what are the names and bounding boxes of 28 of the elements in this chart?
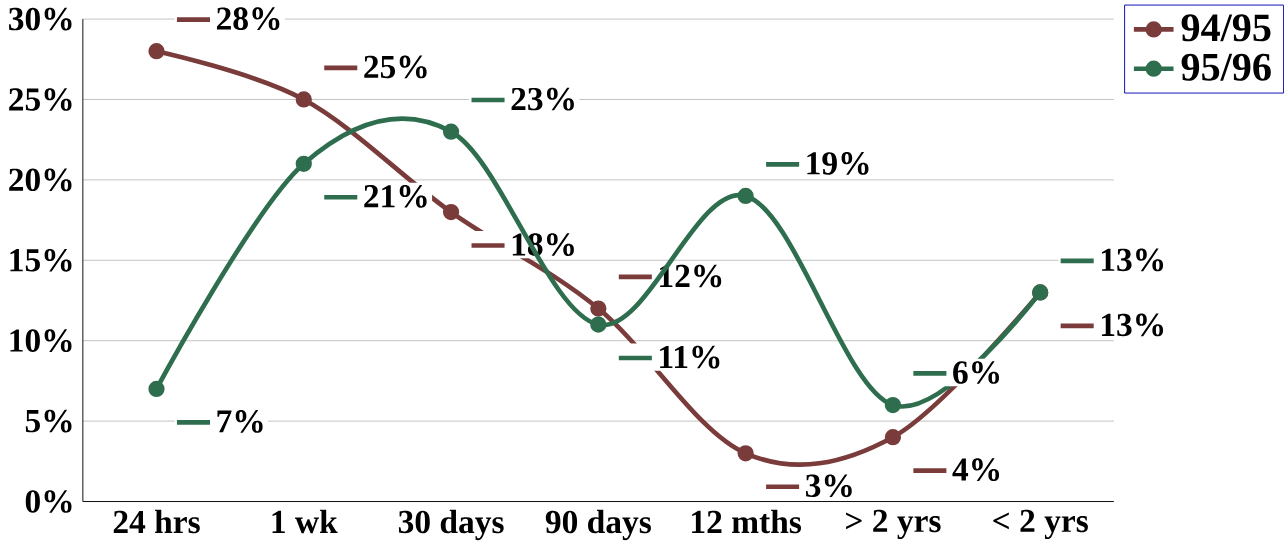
x-tick-label: 1 wk: [272, 509, 338, 534]
data-label: 28%: [217, 7, 280, 31]
y-tick-label: 25%: [9, 88, 72, 111]
data-label: 19%: [807, 152, 869, 175]
data-label: 21%: [364, 185, 427, 208]
data-label: 23%: [511, 87, 574, 111]
legend-label: 95/96: [1181, 53, 1271, 81]
x-tick-label: 24 hrs: [113, 509, 200, 534]
x-tick-label: > 2 yrs: [846, 509, 941, 540]
data-label: 6%: [953, 361, 1000, 384]
y-tick-label: 20%: [9, 168, 72, 192]
y-tick-label: 15%: [10, 248, 72, 272]
x-tick-label: 12 mths: [692, 509, 802, 534]
x-tick-label: 90 days: [545, 509, 651, 541]
data-label: 25%: [364, 55, 427, 79]
y-tick-label: 10%: [10, 329, 72, 353]
data-label: 4%: [952, 458, 1000, 482]
legend-label: 94/95: [1181, 14, 1271, 42]
x-tick-label: 30 days: [398, 509, 504, 541]
data-label: 3%: [805, 474, 852, 498]
x-tick-label: < 2 yrs: [993, 509, 1088, 540]
y-tick-label: 30%: [9, 7, 72, 31]
y-tick-label: 0%: [25, 490, 72, 513]
data-label: 13%: [1101, 248, 1164, 272]
data-label: 13%: [1101, 313, 1164, 337]
y-tick-label: 5%: [25, 409, 72, 433]
data-label: 11%: [660, 345, 720, 369]
data-label: 7%: [217, 410, 263, 433]
